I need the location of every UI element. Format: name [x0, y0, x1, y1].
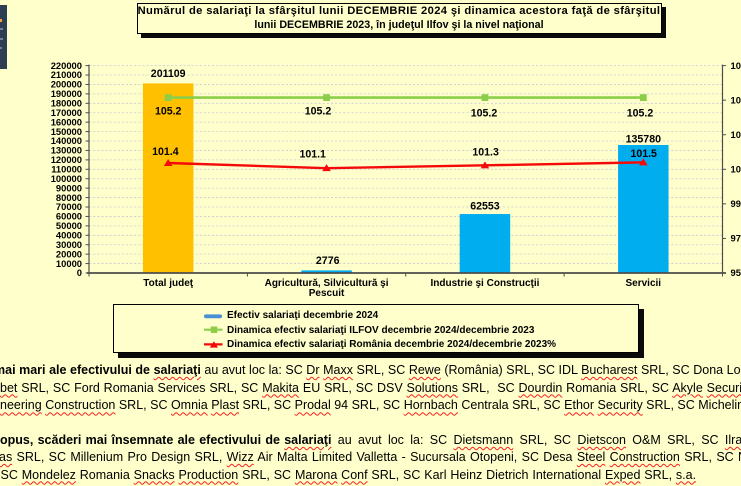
- svg-text:105.2: 105.2: [627, 108, 654, 120]
- svg-text:90000: 90000: [56, 182, 82, 193]
- svg-text:70000: 70000: [56, 201, 82, 212]
- svg-text:200000: 200000: [51, 79, 82, 90]
- svg-text:160000: 160000: [51, 116, 82, 127]
- svg-text:140000: 140000: [51, 135, 82, 146]
- svg-text:107.0: 107.0: [731, 60, 741, 71]
- svg-text:Total judeţ: Total judeţ: [143, 278, 193, 289]
- svg-text:110000: 110000: [51, 164, 82, 175]
- svg-text:101.1: 101.1: [299, 149, 326, 161]
- svg-text:20000: 20000: [56, 248, 82, 259]
- svg-text:101.0: 101.0: [731, 164, 741, 175]
- svg-text:100000: 100000: [51, 173, 82, 184]
- svg-text:97.0: 97.0: [731, 233, 741, 244]
- svg-text:210000: 210000: [51, 69, 82, 80]
- svg-text:Pescuit: Pescuit: [309, 288, 345, 299]
- svg-text:101.5: 101.5: [630, 148, 657, 160]
- svg-text:103.0: 103.0: [731, 129, 741, 140]
- svg-text:190000: 190000: [51, 88, 82, 99]
- svg-text:0: 0: [77, 267, 82, 278]
- svg-text:105.0: 105.0: [731, 94, 741, 105]
- svg-text:180000: 180000: [51, 98, 82, 109]
- svg-text:105.2: 105.2: [305, 105, 332, 117]
- svg-text:101.3: 101.3: [472, 147, 499, 159]
- svg-text:130000: 130000: [51, 145, 82, 156]
- svg-text:Servicii: Servicii: [626, 278, 662, 289]
- svg-text:62553: 62553: [470, 201, 500, 213]
- svg-text:105.2: 105.2: [471, 108, 498, 120]
- svg-text:30000: 30000: [56, 239, 82, 250]
- svg-text:201109: 201109: [151, 68, 186, 80]
- svg-text:101.4: 101.4: [152, 146, 179, 158]
- svg-text:10000: 10000: [56, 258, 82, 269]
- svg-text:105.2: 105.2: [155, 105, 182, 117]
- svg-text:50000: 50000: [56, 220, 82, 231]
- svg-text:40000: 40000: [56, 229, 82, 240]
- svg-text:120000: 120000: [51, 154, 82, 165]
- svg-text:Industrie şi Construcţii: Industrie şi Construcţii: [430, 278, 539, 289]
- svg-text:60000: 60000: [56, 211, 82, 222]
- svg-text:150000: 150000: [51, 126, 82, 137]
- svg-text:220000: 220000: [51, 60, 82, 71]
- svg-text:2776: 2776: [316, 255, 340, 267]
- svg-text:135780: 135780: [626, 133, 661, 145]
- svg-text:170000: 170000: [51, 107, 82, 118]
- svg-text:Agricultură, Silvicultură şi: Agricultură, Silvicultură şi: [265, 278, 389, 289]
- svg-text:99.0: 99.0: [731, 198, 741, 209]
- svg-text:80000: 80000: [56, 192, 82, 203]
- svg-text:95.0: 95.0: [731, 267, 741, 278]
